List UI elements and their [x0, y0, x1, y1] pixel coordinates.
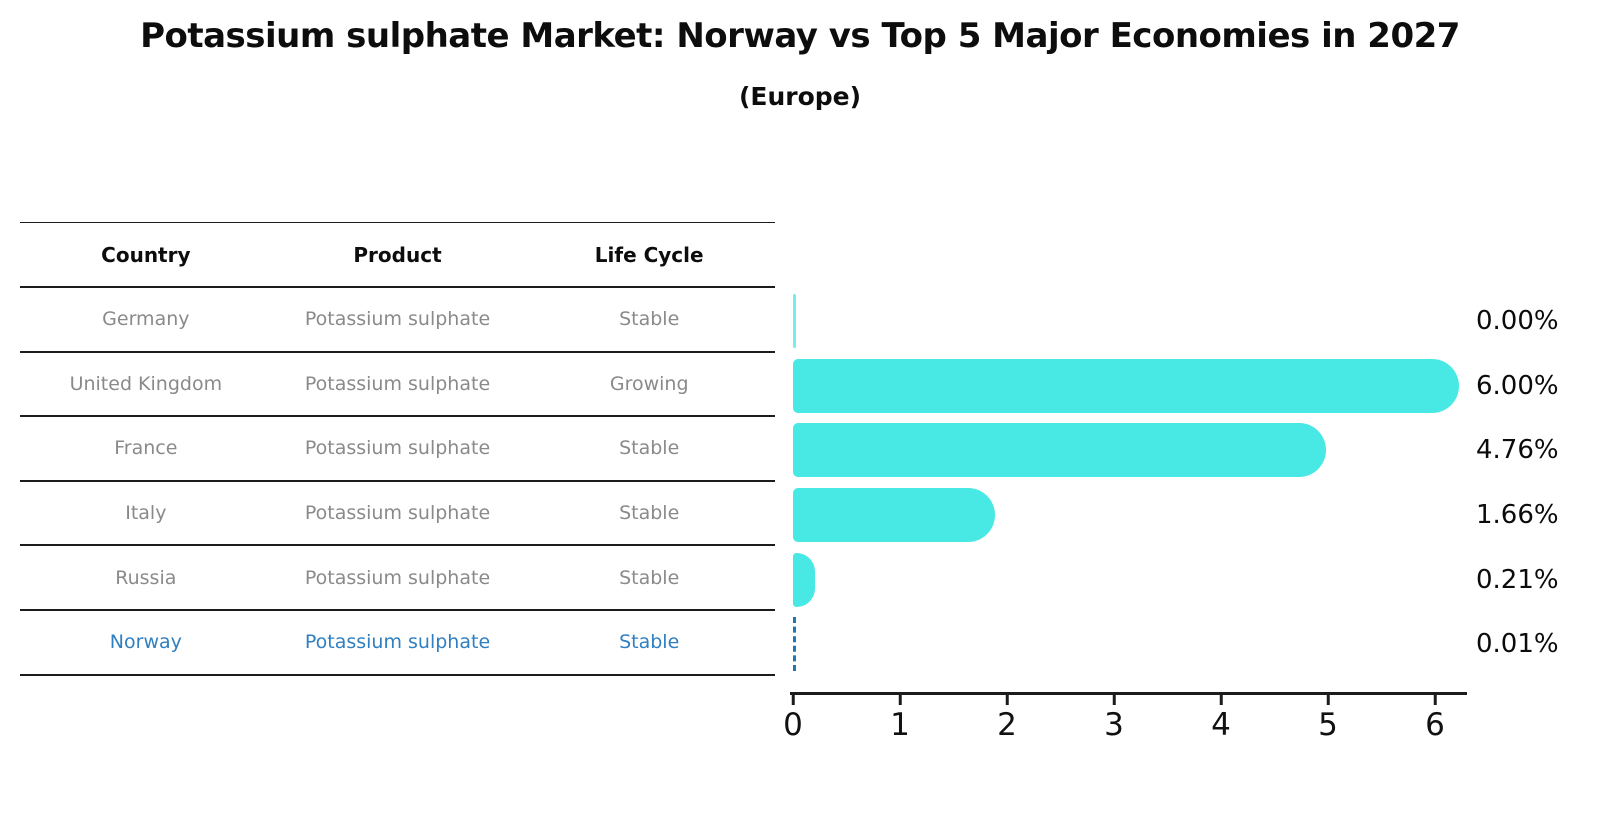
cell-product: Potassium sulphate — [304, 437, 491, 460]
value-label-norway: 0.01% — [1476, 629, 1559, 660]
table-row-germany: Germany Potassium sulphate Stable — [20, 288, 775, 353]
bar-plot: 0 1 2 3 4 5 6 — [783, 289, 1490, 759]
bar-russia — [793, 552, 816, 607]
bar-row-italy — [790, 483, 1490, 548]
country-table: Country Product Life Cycle Germany Potas… — [20, 222, 775, 676]
bar-row-germany — [790, 289, 1490, 354]
x-axis-tick — [1005, 695, 1009, 705]
value-label-italy: 1.66% — [1476, 500, 1559, 531]
bar-row-united-kingdom — [790, 354, 1490, 419]
bar-france — [793, 423, 1327, 478]
value-label-united-kingdom: 6.00% — [1476, 370, 1559, 401]
bar-united-kingdom — [793, 358, 1459, 413]
value-label-russia: 0.21% — [1476, 564, 1559, 595]
cell-product: Potassium sulphate — [304, 502, 491, 525]
x-axis-tick-label: 1 — [890, 707, 910, 743]
chart-title: Potassium sulphate Market: Norway vs Top… — [140, 16, 1460, 56]
cell-product: Potassium sulphate — [304, 372, 491, 395]
cell-life-cycle: Stable — [619, 437, 680, 460]
value-label-germany: 0.00% — [1476, 306, 1559, 337]
chart-subtitle: (Europe) — [738, 82, 862, 111]
cell-country: Russia — [115, 566, 177, 589]
x-axis-tick — [1433, 695, 1437, 705]
cell-life-cycle: Stable — [619, 502, 680, 525]
bar-norway-dashed — [793, 617, 796, 672]
cell-life-cycle: Stable — [619, 308, 680, 331]
x-axis-tick-label: 6 — [1425, 707, 1445, 743]
cell-product: Potassium sulphate — [304, 308, 491, 331]
bar-row-russia — [790, 547, 1490, 612]
x-axis-tick-label: 5 — [1318, 707, 1338, 743]
bar-row-norway — [790, 612, 1490, 677]
column-header-country: Country — [101, 242, 191, 267]
x-axis-tick-label: 3 — [1104, 707, 1124, 743]
cell-life-cycle: Stable — [619, 566, 680, 589]
x-axis-tick — [1219, 695, 1223, 705]
x-axis-tick-label: 4 — [1211, 707, 1231, 743]
value-label-france: 4.76% — [1476, 435, 1559, 466]
value-label-column: 0.00% 6.00% 4.76% 1.66% 0.21% 0.01% — [1476, 289, 1596, 677]
cell-country: Norway — [109, 631, 182, 654]
cell-country: Germany — [102, 308, 190, 331]
bar-germany — [793, 294, 796, 349]
table-row-france: France Potassium sulphate Stable — [20, 417, 775, 482]
x-axis-tick-label: 2 — [997, 707, 1017, 743]
x-axis-tick — [1326, 695, 1330, 705]
cell-life-cycle: Stable — [619, 631, 680, 654]
column-header-life-cycle: Life Cycle — [594, 242, 704, 267]
table-row-italy: Italy Potassium sulphate Stable — [20, 482, 775, 547]
x-axis-spine — [790, 692, 1467, 695]
x-axis-tick-label: 0 — [783, 707, 803, 743]
table-row-norway: Norway Potassium sulphate Stable — [20, 611, 775, 676]
cell-country: United Kingdom — [69, 372, 223, 395]
column-header-product: Product — [353, 242, 442, 267]
cell-product: Potassium sulphate — [304, 631, 491, 654]
x-axis-tick — [898, 695, 902, 705]
cell-country: France — [114, 437, 178, 460]
cell-country: Italy — [125, 502, 167, 525]
x-axis-tick — [1112, 695, 1116, 705]
table-row-united-kingdom: United Kingdom Potassium sulphate Growin… — [20, 353, 775, 418]
x-axis-tick — [791, 695, 795, 705]
cell-product: Potassium sulphate — [304, 566, 491, 589]
bar-italy — [793, 488, 995, 543]
bar-row-france — [790, 418, 1490, 483]
table-row-russia: Russia Potassium sulphate Stable — [20, 546, 775, 611]
table-header-row: Country Product Life Cycle — [20, 222, 775, 288]
cell-life-cycle: Growing — [609, 372, 689, 395]
